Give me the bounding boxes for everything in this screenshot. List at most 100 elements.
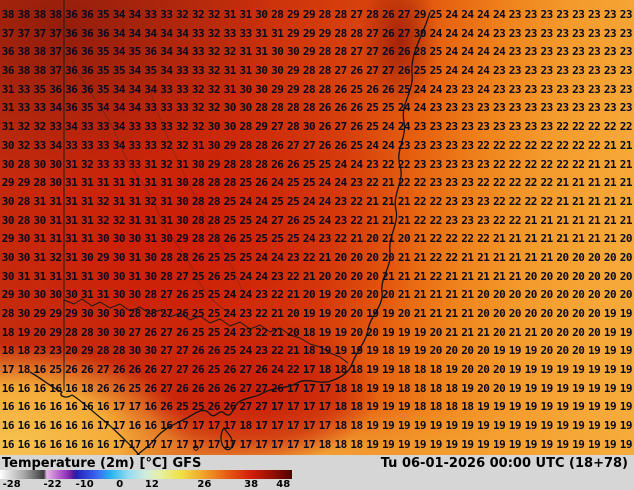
- temp-value: 23: [572, 45, 585, 59]
- legend-labels: -28 -22 -10 0 12 26 38 48: [0, 479, 292, 490]
- temp-value: 19: [603, 325, 617, 339]
- temp-value: 31: [255, 45, 268, 59]
- temp-value: 24: [318, 176, 332, 190]
- temp-value: 24: [223, 288, 237, 302]
- temp-value: 17: [223, 419, 237, 433]
- temp-value: 21: [461, 325, 474, 339]
- temp-value: 30: [112, 307, 126, 320]
- temp-value: 31: [65, 194, 78, 208]
- temp-value: 19: [397, 437, 411, 451]
- temp-value: 27: [302, 138, 316, 152]
- temp-value: 36: [144, 45, 157, 59]
- temp-value: 24: [429, 26, 443, 40]
- temp-value: 37: [49, 45, 62, 59]
- temp-value: 30: [144, 344, 157, 358]
- temp-value: 19: [524, 381, 538, 395]
- temp-value: 26: [271, 381, 284, 395]
- temp-value: 26: [350, 64, 363, 78]
- temp-value: 19: [540, 419, 553, 433]
- legend-tick-label: -10: [75, 479, 94, 490]
- temp-value: 20: [286, 307, 300, 320]
- temp-value: 19: [619, 344, 633, 358]
- temp-value: 31: [1, 101, 15, 115]
- temp-value: 29: [17, 176, 31, 190]
- temp-value: 22: [572, 157, 585, 171]
- temp-value: 19: [508, 363, 522, 377]
- temp-value: 35: [144, 64, 157, 78]
- temp-value: 31: [65, 269, 78, 283]
- temp-value: 24: [492, 8, 506, 21]
- temp-value: 38: [17, 45, 31, 59]
- temp-value: 20: [477, 288, 490, 302]
- temp-value: 34: [49, 138, 62, 152]
- temp-value: 31: [128, 213, 142, 227]
- temp-value: 18: [334, 381, 348, 395]
- temp-value: 20: [350, 307, 363, 320]
- temp-value: 26: [144, 363, 157, 377]
- temp-value: 22: [619, 120, 633, 134]
- legend-tick-label: 38: [244, 479, 259, 490]
- temp-value: 21: [556, 232, 569, 246]
- temp-value: 25: [318, 157, 332, 171]
- temp-value: 19: [302, 307, 316, 320]
- temp-value: 22: [492, 176, 506, 190]
- temp-value: 20: [334, 307, 348, 320]
- temp-value: 31: [271, 26, 284, 40]
- temp-value: 31: [81, 176, 94, 190]
- temp-value: 19: [572, 381, 585, 395]
- temp-value: 19: [572, 400, 585, 414]
- temp-value: 23: [619, 82, 633, 96]
- temp-value: 33: [81, 138, 94, 152]
- temp-value: 26: [191, 344, 205, 358]
- temp-value: 21: [350, 232, 363, 246]
- temp-value: 20: [461, 344, 474, 358]
- temp-value: 24: [239, 288, 252, 302]
- temp-value: 23: [556, 8, 569, 21]
- temp-value: 21: [619, 176, 633, 190]
- temp-value: 30: [239, 101, 252, 115]
- temp-value: 19: [556, 363, 569, 377]
- temp-value: 33: [144, 101, 157, 115]
- temp-value: 20: [619, 288, 633, 302]
- temp-value: 30: [255, 64, 268, 78]
- temp-value: 33: [17, 82, 31, 96]
- temp-value: 21: [588, 232, 601, 246]
- legend-tick-label: 26: [197, 479, 212, 490]
- temp-value: 33: [239, 26, 252, 40]
- temp-value: 22: [397, 176, 411, 190]
- temp-value: 26: [144, 381, 157, 395]
- temp-value: 30: [49, 176, 62, 190]
- temp-value: 24: [461, 26, 474, 40]
- temp-value: 35: [96, 8, 110, 21]
- temp-value: 19: [619, 419, 633, 433]
- temp-value: 23: [556, 101, 569, 115]
- temp-value: 30: [176, 176, 189, 190]
- temp-value: 19: [461, 381, 474, 395]
- temp-value: 26: [191, 363, 205, 377]
- temp-value: 23: [239, 325, 252, 339]
- temp-value: 22: [556, 138, 569, 152]
- grid-row: 16 16 16 16 16 16 17 17 16 16 16 17 17 17 17 18 17 17 17 17…: [0, 417, 634, 436]
- temp-value: 23: [524, 120, 538, 134]
- temp-value: 22: [508, 138, 522, 152]
- temp-value: 21: [508, 232, 522, 246]
- temp-value: 16: [17, 381, 31, 395]
- temp-value: 25: [207, 288, 221, 302]
- temp-value: 30: [176, 213, 189, 227]
- temp-value: 31: [128, 250, 142, 264]
- temp-value: 19: [556, 437, 569, 451]
- temp-value: 19: [540, 437, 553, 451]
- temp-value: 24: [223, 307, 237, 320]
- temp-value: 23: [524, 8, 538, 21]
- temp-value: 24: [413, 101, 427, 115]
- temp-value: 19: [508, 400, 522, 414]
- temp-value: 30: [81, 250, 94, 264]
- grid-row: 29 30 30 30 30 31 31 30 30 28 27 26 25 25 24 24 23 22 21 20…: [0, 286, 634, 305]
- temp-value: 38: [33, 64, 46, 78]
- temp-value: 16: [33, 419, 46, 433]
- temp-value: 20: [429, 325, 443, 339]
- temp-value: 25: [49, 363, 62, 377]
- temp-value: 16: [1, 381, 15, 395]
- temp-value: 21: [492, 232, 506, 246]
- legend-tick-label: -22: [43, 479, 62, 490]
